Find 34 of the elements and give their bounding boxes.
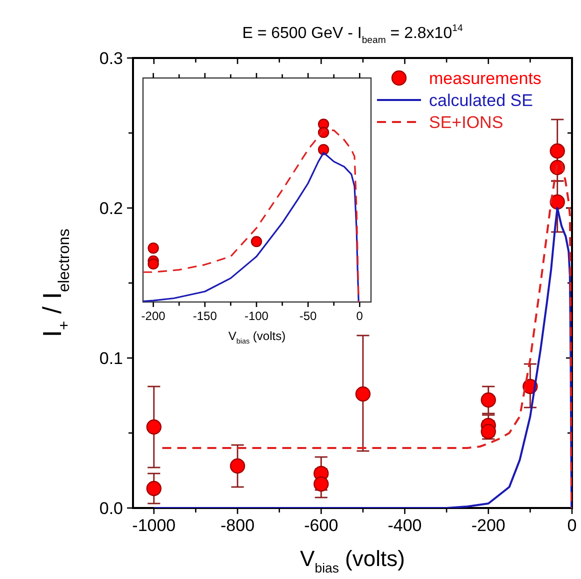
- point: [146, 419, 162, 435]
- x-tick-label: -200: [471, 516, 506, 535]
- x-tick-label: -400: [388, 516, 422, 535]
- x-tick-label: -600: [304, 516, 338, 535]
- x-tick-label: 0: [567, 516, 577, 535]
- legend-label: measurements: [429, 69, 542, 88]
- legend-label: SE+IONS: [429, 113, 504, 132]
- point: [148, 242, 159, 254]
- legend-label: calculated SE: [429, 91, 533, 110]
- x-tick-label: -100: [244, 309, 269, 323]
- point: [314, 476, 329, 492]
- y-tick-label: 0.3: [99, 49, 123, 68]
- x-tick-label: -1000: [132, 516, 176, 535]
- point: [550, 143, 565, 159]
- x-tick-label: -150: [192, 309, 218, 323]
- y-tick-label: 0.0: [99, 499, 123, 518]
- y-tick-label: 0.1: [99, 349, 123, 368]
- point: [318, 144, 330, 156]
- point: [250, 236, 262, 248]
- chart-title: E = 6500 GeV - I$_{beam}$ = 2.8x10$^{14}$: [242, 22, 464, 46]
- point: [355, 386, 371, 402]
- point: [148, 258, 159, 270]
- x-tick-label: -800: [220, 516, 255, 535]
- point: [550, 194, 565, 210]
- point: [146, 480, 162, 496]
- x-tick-label: 0: [356, 309, 364, 323]
- x-tick-label: -200: [141, 309, 166, 323]
- point: [480, 424, 496, 440]
- point: [230, 458, 246, 474]
- x-tick-label: -50: [299, 309, 318, 323]
- y-tick-label: 0.2: [99, 199, 123, 218]
- x-axis-title: V$_{bias}$ (volts): [228, 329, 286, 346]
- point: [480, 392, 496, 408]
- x-axis-title: V$_{bias}$ (volts): [300, 546, 405, 576]
